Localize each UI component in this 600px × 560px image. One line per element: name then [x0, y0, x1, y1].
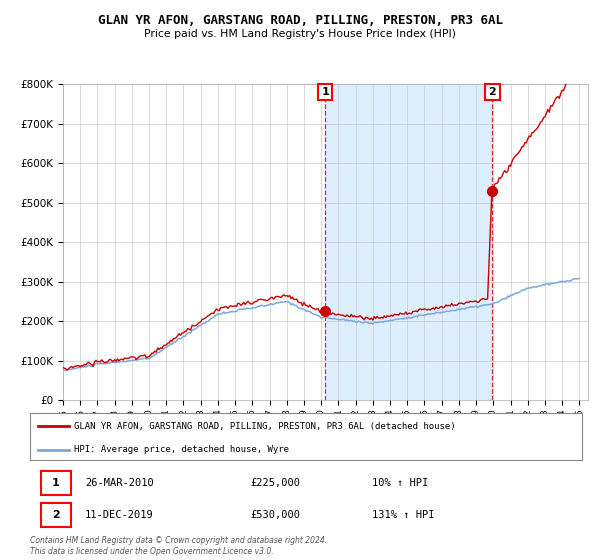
Text: HPI: Average price, detached house, Wyre: HPI: Average price, detached house, Wyre: [74, 445, 289, 454]
Text: 2: 2: [52, 510, 60, 520]
FancyBboxPatch shape: [41, 470, 71, 495]
Text: 1: 1: [52, 478, 60, 488]
FancyBboxPatch shape: [41, 503, 71, 528]
Text: Contains HM Land Registry data © Crown copyright and database right 2024.
This d: Contains HM Land Registry data © Crown c…: [30, 536, 327, 556]
Bar: [325, 84, 492, 400]
Text: 131% ↑ HPI: 131% ↑ HPI: [372, 510, 435, 520]
Text: £225,000: £225,000: [251, 478, 301, 488]
Text: 11-DEC-2019: 11-DEC-2019: [85, 510, 154, 520]
Text: GLAN YR AFON, GARSTANG ROAD, PILLING, PRESTON, PR3 6AL (detached house): GLAN YR AFON, GARSTANG ROAD, PILLING, PR…: [74, 422, 456, 431]
Text: 10% ↑ HPI: 10% ↑ HPI: [372, 478, 428, 488]
Text: GLAN YR AFON, GARSTANG ROAD, PILLING, PRESTON, PR3 6AL: GLAN YR AFON, GARSTANG ROAD, PILLING, PR…: [97, 14, 503, 27]
Text: 2: 2: [488, 87, 496, 97]
Text: Price paid vs. HM Land Registry's House Price Index (HPI): Price paid vs. HM Land Registry's House …: [144, 29, 456, 39]
Text: £530,000: £530,000: [251, 510, 301, 520]
Text: 1: 1: [321, 87, 329, 97]
Text: 26-MAR-2010: 26-MAR-2010: [85, 478, 154, 488]
